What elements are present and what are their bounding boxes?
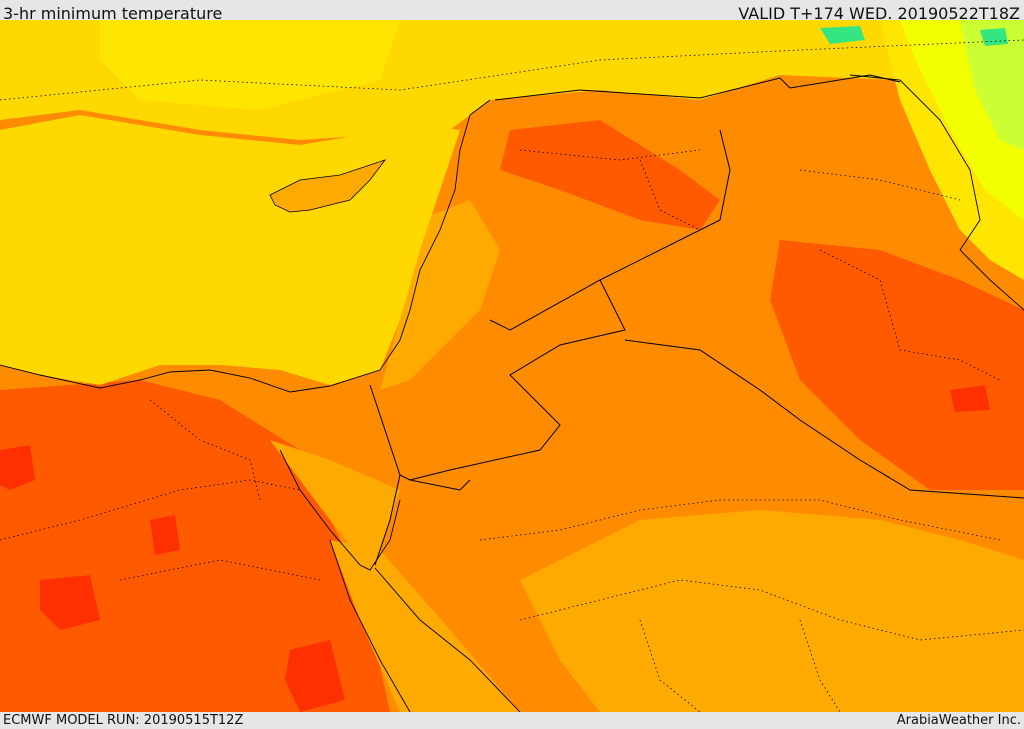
iraq-warm-region [770,240,1024,490]
valid-time-label: VALID T+174 WED. 20190522T18Z [738,4,1020,23]
sinai-region [270,440,400,570]
levant-coast [380,200,500,390]
hot-patch-egypt [0,445,345,712]
map-title: 3-hr minimum temperature [3,4,223,23]
red-sea-region [330,540,520,712]
province-borders [0,39,1024,712]
temperature-map [0,20,1024,712]
hot-patch-iraq [950,385,990,412]
coastlines [0,74,1024,712]
syria-warm-region [500,120,720,230]
credit-label: ArabiaWeather Inc. [896,713,1021,728]
turkey-cool-patch [100,20,400,110]
model-run-label: ECMWF MODEL RUN: 20190515T12Z [3,713,244,728]
national-borders [369,74,1024,566]
cyprus-island [269,159,387,213]
zagros-coolest-region [960,20,1024,150]
arabia-interior [520,510,1024,712]
cold-spot-1 [820,26,865,44]
cold-spot-2 [980,28,1008,46]
